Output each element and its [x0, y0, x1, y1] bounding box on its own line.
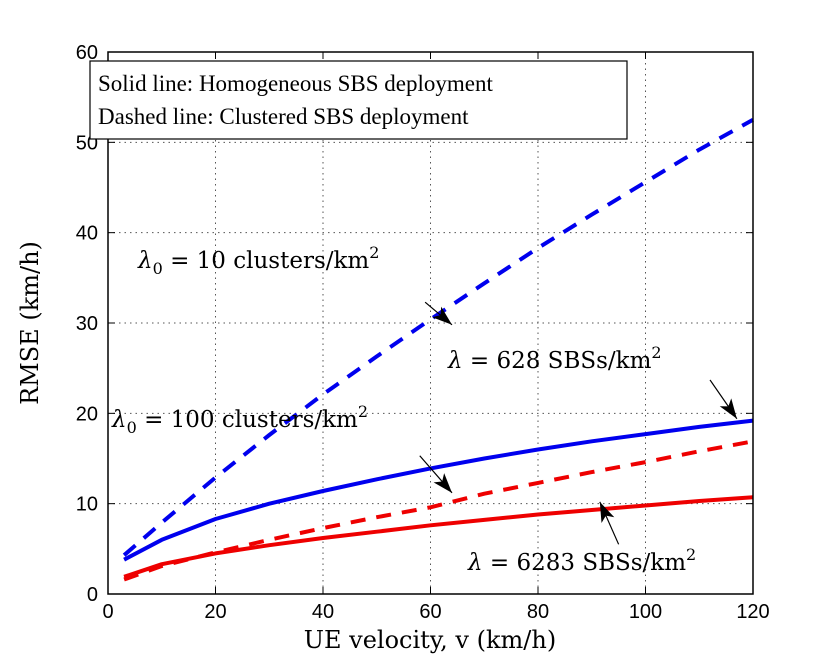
annotation-1: λ0 = 10 clusters/km2	[137, 243, 453, 326]
annotation-superscript: 2	[651, 343, 661, 362]
annotation-3: λ0 = 100 clusters/km2	[111, 402, 453, 494]
annotation-label: λ = 628 SBSs/km2	[447, 343, 662, 374]
annotation-arrow-head	[432, 306, 452, 325]
annotation-text: = 628 SBSs/km	[463, 348, 652, 374]
annotation-symbol: λ	[137, 248, 153, 274]
annotation-superscript: 2	[686, 545, 696, 564]
annotation-label: λ0 = 10 clusters/km2	[137, 243, 379, 278]
legend-frame	[89, 60, 628, 140]
annotation-label: λ0 = 100 clusters/km2	[111, 402, 368, 437]
annotation-superscript: 2	[358, 402, 368, 421]
annotation-subscript: 0	[153, 259, 163, 278]
x-tick-label: 120	[736, 601, 769, 623]
y-tick-label: 60	[76, 42, 98, 64]
x-axis-label: UE velocity, v (km/h)	[304, 626, 556, 654]
legend-box: Solid line: Homogeneous SBS deployment D…	[89, 60, 628, 140]
annotation-subscript: 0	[127, 418, 137, 437]
y-tick-label: 0	[87, 584, 98, 606]
y-axis-label: RMSE (km/h)	[16, 241, 44, 405]
annotation-label: λ = 6283 SBSs/km2	[467, 545, 696, 576]
series-line-3	[123, 439, 754, 582]
legend-line-solid: Solid line: Homogeneous SBS deployment	[98, 71, 493, 96]
x-tick-label: 60	[419, 601, 441, 623]
annotation-text: = 10 clusters/km	[163, 248, 370, 274]
annotation-arrow-head	[719, 398, 737, 419]
x-tick-label: 0	[102, 601, 113, 623]
annotation-symbol: λ	[447, 348, 463, 374]
annotation-2: λ = 628 SBSs/km2	[447, 343, 738, 420]
x-tick-label: 40	[312, 601, 334, 623]
x-tick-label: 20	[204, 601, 226, 623]
annotation-symbol: λ	[467, 550, 483, 576]
annotation-text: = 6283 SBSs/km	[483, 550, 687, 576]
y-tick-label: 10	[76, 494, 98, 516]
legend-line-dashed: Dashed line: Clustered SBS deployment	[98, 104, 469, 129]
x-tick-label: 100	[629, 601, 662, 623]
series-line-1	[122, 118, 754, 557]
series-line-4	[123, 495, 754, 579]
annotation-arrow-head	[599, 501, 615, 523]
series-line-2	[123, 418, 754, 562]
y-tick-label: 30	[76, 313, 98, 335]
y-tick-label: 40	[76, 223, 98, 245]
annotation-4: λ = 6283 SBSs/km2	[467, 501, 696, 576]
annotation-superscript: 2	[369, 243, 379, 262]
annotation-symbol: λ	[111, 407, 127, 433]
x-tick-label: 80	[527, 601, 549, 623]
y-tick-label: 20	[76, 403, 98, 425]
annotation-arrow-head	[433, 473, 452, 493]
axis-ticks	[107, 51, 754, 595]
annotation-text: = 100 clusters/km	[137, 407, 358, 433]
